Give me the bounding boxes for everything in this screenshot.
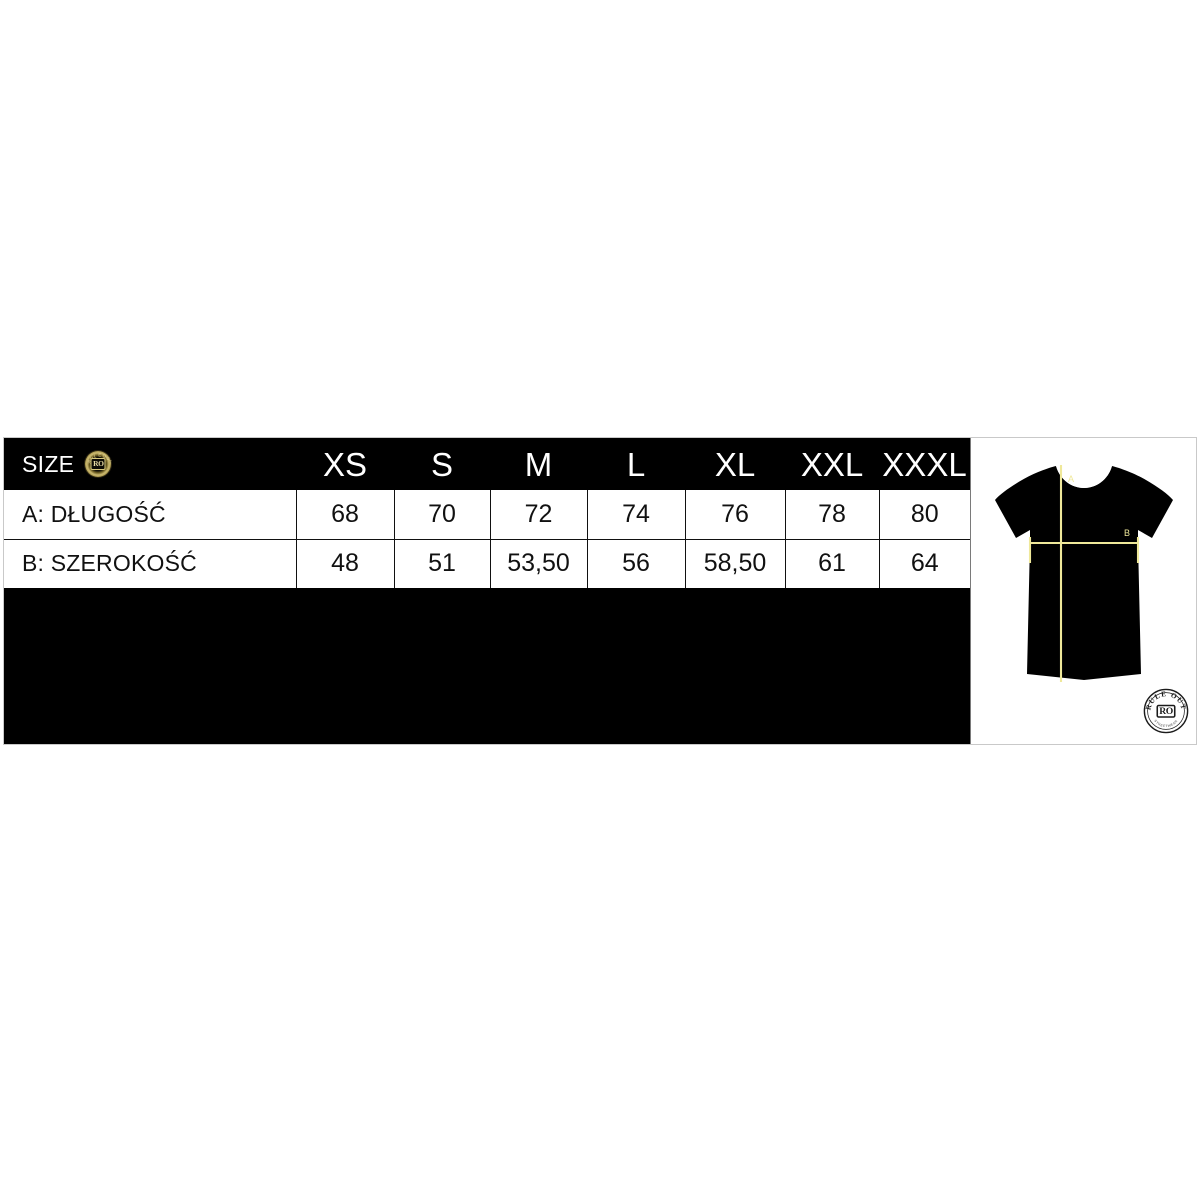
size-column-header-l: L xyxy=(587,438,685,490)
table-row-length: A: DŁUGOŚĆ 68 70 72 74 76 78 80 xyxy=(4,490,970,540)
tshirt-illustration: A B xyxy=(994,465,1173,682)
rule-out-stamp-icon: RULE OUT STREETWEAR RO xyxy=(1143,688,1189,734)
cell-length-xxxl: 80 xyxy=(879,490,970,540)
stamp-monogram: RO xyxy=(1159,706,1174,717)
tshirt-body-shape xyxy=(994,466,1173,680)
table-row-width: B: SZEROKOŚĆ 48 51 53,50 56 58,50 61 64 xyxy=(4,539,970,588)
tshirt-collar-shape xyxy=(1055,466,1112,488)
cell-length-xs: 68 xyxy=(296,490,395,540)
cell-length-xxl: 78 xyxy=(785,490,880,540)
cell-width-s: 51 xyxy=(394,539,491,588)
size-chart-frame: SIZE R U L E O U T xyxy=(3,437,1197,745)
size-table-body: A: DŁUGOŚĆ 68 70 72 74 76 78 80 B: SZERO… xyxy=(4,490,970,588)
size-column-header-xxxl: XXXL xyxy=(879,438,970,490)
size-column-header-xs: XS xyxy=(296,438,394,490)
table-bottom-filler xyxy=(4,588,970,736)
table-header-row: SIZE R U L E O U T xyxy=(4,438,970,490)
cell-width-m: 53,50 xyxy=(490,539,588,588)
cell-width-l: 56 xyxy=(587,539,686,588)
measure-label-a: A xyxy=(1068,474,1074,484)
badge-monogram: RO xyxy=(90,458,106,470)
measure-label-b: B xyxy=(1124,528,1130,538)
cell-width-xxxl: 64 xyxy=(879,539,970,588)
row-label-length: A: DŁUGOŚĆ xyxy=(4,490,297,540)
cell-width-xs: 48 xyxy=(296,539,395,588)
row-label-width: B: SZEROKOŚĆ xyxy=(4,539,297,588)
size-column-header-m: M xyxy=(490,438,587,490)
cell-length-l: 74 xyxy=(587,490,686,540)
size-column-header-xxl: XXL xyxy=(785,438,879,490)
cell-width-xl: 58,50 xyxy=(685,539,786,588)
size-column-header-xl: XL xyxy=(685,438,785,490)
stamp-inner-ring xyxy=(1147,692,1185,730)
size-table: SIZE R U L E O U T xyxy=(4,438,970,588)
cell-length-s: 70 xyxy=(394,490,491,540)
size-table-region: SIZE R U L E O U T xyxy=(4,438,970,744)
size-header-label: SIZE xyxy=(22,450,75,477)
cell-length-m: 72 xyxy=(490,490,588,540)
tshirt-diagram-panel: A B RULE OUT STREETWEAR xyxy=(970,438,1196,744)
rule-out-badge-icon: R U L E O U T RO xyxy=(85,451,112,477)
stamp-monogram-box xyxy=(1156,704,1176,718)
size-column-header-s: S xyxy=(394,438,490,490)
size-table-head: SIZE R U L E O U T xyxy=(4,438,970,490)
cell-width-xxl: 61 xyxy=(785,539,880,588)
size-header-cell: SIZE R U L E O U T xyxy=(4,438,296,490)
cell-length-xl: 76 xyxy=(685,490,786,540)
